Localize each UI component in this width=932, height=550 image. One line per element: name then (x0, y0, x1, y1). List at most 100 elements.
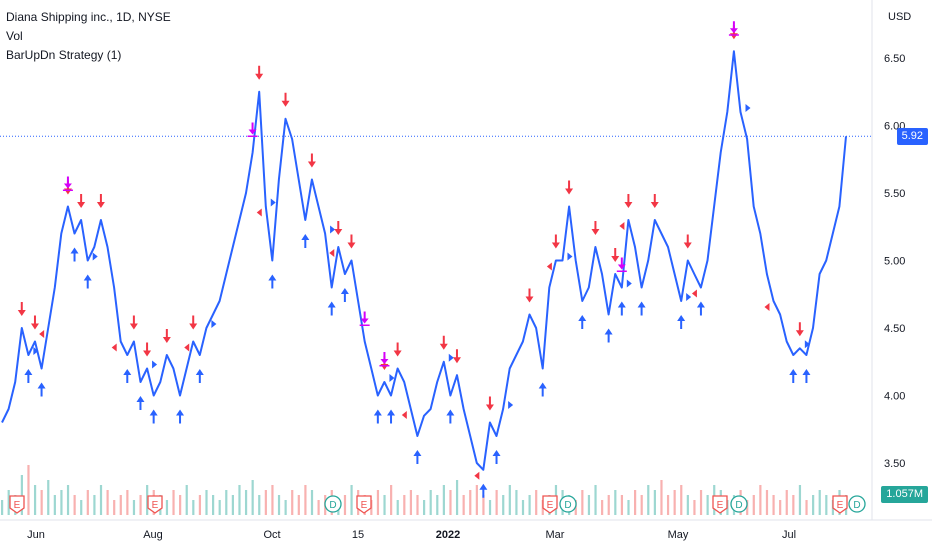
long-entry-flag (33, 347, 39, 355)
y-tick-label: 5.50 (884, 188, 905, 200)
volume-bar (818, 490, 821, 515)
volume-bar (225, 490, 228, 515)
volume-bar (113, 500, 116, 515)
volume-bar (495, 490, 498, 515)
volume-bar (706, 495, 709, 515)
volume-bar (765, 490, 769, 515)
dividend-event-icon[interactable] (324, 495, 342, 513)
long-entry-flag (745, 104, 751, 112)
sell-signal-arrow (162, 329, 171, 343)
x-tick-label: 2022 (436, 529, 460, 541)
volume-bar (47, 480, 50, 515)
sell-signal-arrow (525, 288, 534, 303)
buy-signal-arrow (479, 483, 488, 498)
volume-bar (825, 495, 828, 515)
sell-signal-arrow (624, 194, 633, 208)
buy-signal-arrow (70, 247, 79, 262)
dividend-event-icon[interactable] (848, 495, 866, 513)
volume-bar (73, 495, 76, 515)
volume-bar (693, 500, 696, 515)
volume-bar (146, 485, 149, 515)
earnings-event-icon[interactable] (542, 495, 558, 514)
long-entry-flag (330, 225, 336, 234)
dividend-event-icon[interactable] (559, 495, 577, 513)
sell-signal-arrow (485, 396, 494, 411)
volume-bar (409, 490, 413, 515)
volume-bar (475, 485, 478, 515)
long-entry-flag (448, 353, 454, 362)
volume-bar (581, 490, 584, 515)
volume-bar (264, 490, 267, 515)
sell-signal-arrow (334, 221, 343, 235)
volume-bar (462, 495, 465, 515)
volume-bar (686, 495, 689, 515)
event-letter: E (152, 500, 159, 511)
sell-signal-arrow (683, 234, 692, 249)
sell-signal-arrow (307, 153, 316, 168)
volume-bar (1, 500, 4, 515)
volume-bar (660, 480, 663, 515)
volume-bar (469, 490, 472, 515)
volume-bar (139, 495, 142, 515)
dividend-event-icon[interactable] (730, 495, 748, 513)
earnings-event-icon[interactable] (147, 495, 163, 514)
volume-bar (594, 485, 597, 515)
volume-bar (779, 500, 782, 515)
event-letter: D (853, 500, 860, 511)
volume-bar (60, 490, 63, 515)
volume-bar (528, 495, 531, 515)
buy-signal-arrow (24, 369, 33, 383)
volume-bar (812, 495, 815, 515)
short-entry-flag (619, 222, 625, 230)
event-letter: D (329, 500, 336, 511)
short-entry-flag (39, 330, 45, 338)
short-entry-flag (546, 262, 552, 271)
buy-signal-arrow (149, 409, 158, 424)
short-entry-flag (474, 471, 480, 480)
short-entry-flag (256, 208, 262, 217)
buy-signal-arrow (373, 409, 382, 424)
strategy-indicator-label[interactable]: BarUpDn Strategy (1) (6, 48, 122, 62)
exit-signal-bar (247, 135, 258, 137)
event-letter: D (564, 500, 571, 511)
volume-bar (198, 495, 202, 515)
volume-bar (7, 490, 10, 515)
sell-signal-arrow (393, 342, 402, 357)
volume-bar (390, 485, 393, 515)
buy-signal-arrow (83, 274, 92, 289)
y-tick-label: 4.00 (884, 391, 905, 403)
sell-signal-arrow (189, 315, 198, 330)
sell-signal-arrow (611, 248, 620, 262)
volume-bar (759, 485, 762, 515)
last-volume-badge: 1.057M (881, 486, 928, 503)
sell-signal-arrow (17, 302, 26, 316)
long-entry-flag (211, 320, 217, 328)
volume-bar (798, 485, 802, 515)
earnings-event-icon[interactable] (832, 495, 848, 514)
buy-signal-arrow (123, 369, 132, 383)
chart-title[interactable]: Diana Shipping inc., 1D, NYSE (6, 10, 171, 24)
short-entry-flag (401, 411, 407, 419)
earnings-event-icon[interactable] (356, 495, 372, 514)
volume-bar (792, 495, 795, 515)
sell-signal-arrow (129, 315, 138, 330)
volume-indicator-label[interactable]: Vol (6, 29, 23, 43)
buy-signal-arrow (538, 382, 547, 397)
volume-bar (53, 495, 56, 515)
volume-bar (673, 490, 676, 515)
exit-signal-bar (359, 324, 370, 326)
volume-bar (607, 495, 610, 515)
short-entry-flag (184, 343, 190, 352)
earnings-event-icon[interactable] (712, 495, 728, 514)
event-letter: E (837, 500, 844, 511)
volume-bar (179, 495, 182, 515)
volume-bar (666, 495, 670, 515)
buy-signal-arrow (176, 409, 185, 424)
sell-signal-arrow (551, 234, 560, 249)
exit-signal-bar (379, 365, 390, 367)
earnings-event-icon[interactable] (9, 495, 25, 514)
sell-signal-arrow (795, 322, 804, 337)
sell-signal-arrow (439, 335, 448, 350)
